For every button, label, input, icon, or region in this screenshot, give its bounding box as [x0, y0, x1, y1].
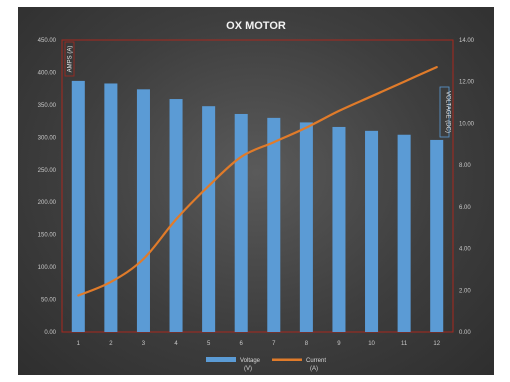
legend: Voltage (V) Current (A): [206, 357, 326, 372]
x-tick-label: 5: [207, 341, 211, 347]
current-line: [77, 66, 438, 297]
right-tick-label: 4.00: [459, 247, 471, 253]
chart-title: OX MOTOR: [226, 20, 286, 32]
x-tick-label: 6: [240, 341, 244, 347]
left-tick-label: 300.00: [38, 135, 57, 141]
right-axis-title: VOLTAGE (DC): [445, 91, 451, 133]
line-series: [77, 66, 438, 297]
chart-svg: OX MOTOR 0.0050.00100.00150.00200.00250.…: [38, 20, 475, 372]
left-tick-label: 350.00: [38, 103, 57, 109]
x-axis-ticks: 1 2 3 4 5 6 7 8 9 10 11 12: [77, 341, 441, 347]
right-tick-label: 0.00: [459, 330, 471, 336]
chart-area: OX MOTOR 0.00 50.00 100.00 150.00 200.00 250.…: [18, 7, 494, 375]
x-tick-label: 1: [77, 341, 81, 347]
left-tick-label: 100.00: [38, 265, 57, 271]
x-tick-label: 7: [272, 341, 276, 347]
left-axis-title: AMPS (A): [68, 46, 74, 73]
bar: [332, 126, 346, 332]
x-tick-label: 8: [305, 341, 309, 347]
bar: [299, 122, 313, 332]
bar: [365, 130, 379, 332]
legend-label-current-2: (A): [310, 366, 318, 372]
bar: [430, 139, 444, 332]
x-tick-label: 9: [337, 341, 341, 347]
bar: [202, 106, 216, 332]
left-tick-label: 450.00: [38, 38, 57, 44]
left-tick-label: 150.00: [38, 233, 57, 239]
left-tick-label: 400.00: [38, 70, 57, 76]
legend-label-voltage-2: (V): [244, 366, 252, 372]
bar: [397, 134, 411, 332]
legend-item-voltage: Voltage (V): [206, 357, 261, 372]
legend-swatch-voltage: [206, 357, 236, 362]
right-tick-label: 10.00: [459, 121, 475, 127]
bar: [136, 89, 150, 332]
x-tick-label: 3: [142, 341, 146, 347]
right-tick-label: 2.00: [459, 288, 471, 294]
legend-label-voltage-1: Voltage: [240, 358, 261, 364]
right-tick-label: 14.00: [459, 38, 475, 44]
x-tick-label: 10: [368, 341, 375, 347]
left-tick-label: 50.00: [41, 298, 57, 304]
x-tick-label: 2: [109, 341, 113, 347]
legend-item-current: Current (A): [272, 358, 326, 372]
left-axis-ticks: 0.00 50.00 100.00 150.00 200.00 250.00 300.00 3…: [38, 38, 57, 336]
left-tick-label: 250.00: [38, 168, 57, 174]
right-tick-label: 8.00: [459, 163, 471, 169]
bar: [71, 80, 85, 332]
bar: [234, 113, 248, 333]
x-tick-label: 4: [174, 341, 178, 347]
bar-series: [71, 80, 444, 333]
legend-label-current-1: Current: [306, 358, 326, 364]
right-axis-title-box: VOLTAGE (DC): [439, 86, 451, 138]
left-tick-label: 0.00: [44, 330, 56, 336]
bar: [104, 83, 118, 332]
bar: [267, 117, 281, 332]
bar: [169, 99, 183, 332]
x-tick-label: 12: [433, 341, 440, 347]
right-tick-label: 6.00: [459, 205, 471, 211]
left-axis-title-box: AMPS (A): [64, 41, 75, 77]
x-tick-label: 11: [401, 341, 408, 347]
legend-swatch-current: [272, 358, 302, 361]
right-tick-label: 12.00: [459, 80, 475, 86]
right-axis-ticks: 0.00 2.00 4.00 6.00 8.00 10.00 12.00 14.00: [459, 38, 475, 336]
left-tick-label: 200.00: [38, 200, 57, 206]
plot-frame: [61, 39, 454, 333]
